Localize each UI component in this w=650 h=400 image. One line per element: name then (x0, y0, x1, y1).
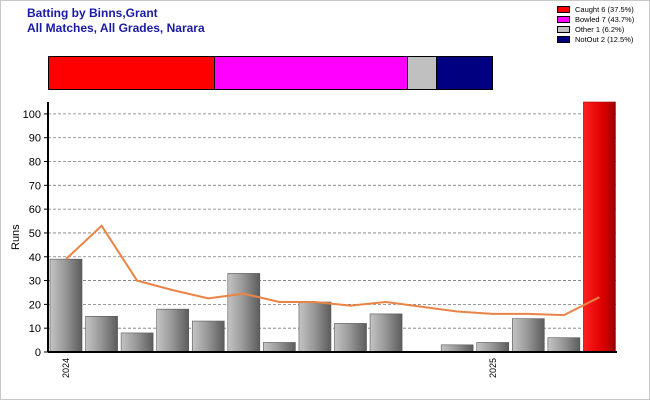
legend-swatch-other (557, 26, 570, 33)
chart-subtitle: All Matches, All Grades, Narara (27, 21, 205, 35)
average-line (65, 224, 600, 317)
bar (512, 318, 545, 353)
y-tick-label: 30 (29, 276, 41, 288)
legend-label-bowled: Bowled 7 (43.7%) (575, 15, 635, 24)
y-tick-label: 90 (29, 133, 41, 145)
bar (334, 323, 367, 353)
bar (49, 258, 83, 353)
y-tick-label: 0 (35, 347, 41, 359)
dismissal-stacked-bar (48, 56, 493, 90)
stacked-segment-notout (436, 57, 492, 89)
y-tick-label: 50 (29, 228, 41, 240)
bar (85, 315, 118, 353)
chart-title: Batting by Binns,Grant (27, 6, 158, 20)
bar (369, 313, 403, 353)
stacked-segment-other (408, 57, 437, 89)
stacked-segment-caught (49, 57, 215, 89)
bar (547, 337, 581, 353)
bar (263, 342, 296, 353)
legend-label-other: Other 1 (6.2%) (575, 25, 625, 34)
bar (440, 344, 474, 353)
y-tick-label: 60 (29, 204, 41, 216)
x-tick-label: 2024 (61, 358, 71, 378)
bar (191, 320, 225, 353)
bar (583, 101, 616, 353)
y-tick-label: 20 (29, 299, 41, 311)
y-tick-label: 80 (29, 157, 41, 169)
stacked-segment-bowled (215, 57, 409, 89)
y-tick-label: 10 (29, 323, 41, 335)
bar (298, 301, 332, 353)
y-tick-label: 40 (29, 252, 41, 264)
legend-swatch-bowled (557, 16, 570, 23)
y-tick-label: 100 (23, 109, 41, 121)
bar (476, 342, 510, 353)
legend-label-caught: Caught 6 (37.5%) (575, 5, 634, 14)
y-tick-label: 70 (29, 180, 41, 192)
legend-swatch-caught (557, 6, 570, 13)
bar (120, 332, 154, 353)
x-tick-label: 2025 (488, 358, 498, 378)
legend-label-notout: NotOut 2 (12.5%) (575, 35, 634, 44)
legend-swatch-notout (557, 36, 570, 43)
bar (156, 308, 189, 353)
bar (227, 273, 261, 353)
